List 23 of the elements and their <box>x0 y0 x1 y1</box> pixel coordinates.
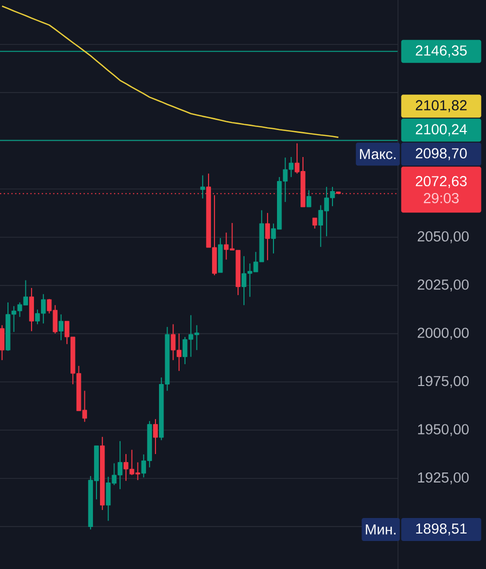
line-series <box>1 6 340 138</box>
ref-line-label: 2100,24 <box>416 124 467 136</box>
y-tick-label: 1975,00 <box>418 376 469 388</box>
candlestick <box>0 324 4 361</box>
y-tick-label: 1950,00 <box>418 424 469 436</box>
candlestick <box>312 217 318 230</box>
text: Макс. <box>360 149 396 160</box>
candlestick <box>153 418 158 455</box>
y-tick-label: 1925,00 <box>418 472 469 484</box>
ref-line-label: 2146,35 <box>416 45 467 58</box>
text: 2101,82 <box>416 100 467 112</box>
candlestick <box>58 314 64 341</box>
text: Мин. <box>366 524 396 534</box>
candlestick <box>306 190 312 208</box>
y-tick-label: 2050,00 <box>418 231 469 244</box>
candlestick <box>265 212 270 261</box>
y-tick-label: 2000,00 <box>418 328 469 340</box>
text: 29:03 <box>424 192 459 204</box>
text: 1898,51 <box>416 523 467 536</box>
candlestick <box>200 174 206 199</box>
text: 2098,70 <box>416 148 467 160</box>
ref-line-label: 2072,63 <box>416 176 467 188</box>
y-tick-label: 2025,00 <box>418 279 469 292</box>
